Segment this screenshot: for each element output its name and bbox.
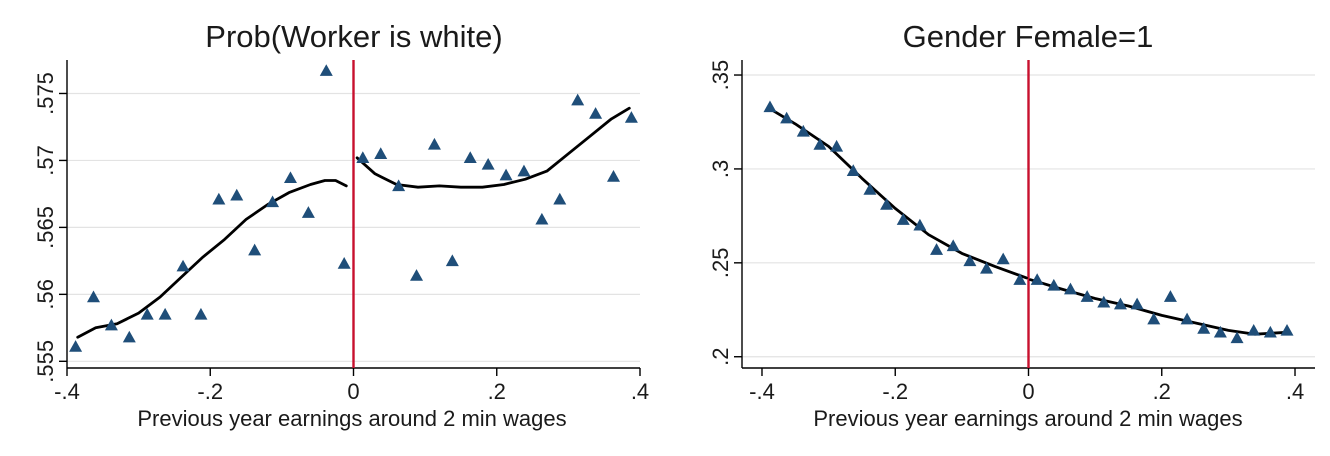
data-point — [1230, 331, 1244, 344]
chart-title: Gender Female=1 — [903, 19, 1154, 54]
data-point — [796, 124, 810, 137]
y-tick-label: .555 — [33, 340, 58, 383]
data-point — [1080, 290, 1094, 302]
data-point — [896, 213, 910, 225]
chart-title: Prob(Worker is white) — [205, 19, 502, 54]
y-tick-label: .2 — [708, 348, 733, 366]
x-tick-label: .4 — [631, 379, 649, 404]
x-axis-label: Previous year earnings around 2 min wage… — [137, 406, 566, 431]
data-point — [374, 147, 388, 159]
x-tick-label: -.2 — [882, 379, 908, 404]
data-point — [481, 157, 495, 170]
data-point — [176, 259, 190, 272]
data-point — [863, 183, 877, 195]
y-tick-label: .35 — [708, 60, 733, 91]
data-point — [996, 252, 1010, 265]
data-point — [356, 151, 370, 163]
data-point — [392, 179, 406, 192]
data-point — [589, 107, 603, 119]
data-point — [517, 164, 531, 177]
data-point — [624, 111, 638, 123]
data-point — [1030, 273, 1044, 285]
y-tick-label: .57 — [33, 145, 58, 176]
x-tick-label: -.2 — [197, 379, 223, 404]
data-point — [1163, 290, 1177, 302]
data-point — [571, 93, 585, 106]
data-point — [69, 340, 83, 352]
x-tick-label: .2 — [1153, 379, 1171, 404]
y-tick-label: .565 — [33, 206, 58, 249]
data-point — [1213, 325, 1227, 338]
data-point — [535, 212, 549, 225]
data-point — [1097, 295, 1111, 308]
x-tick-label: .4 — [1286, 379, 1304, 404]
data-point — [846, 164, 860, 177]
data-point — [463, 151, 477, 163]
data-point — [410, 269, 424, 281]
data-point — [1063, 282, 1077, 295]
data-point — [830, 139, 844, 152]
data-point — [913, 218, 927, 231]
data-point — [427, 137, 441, 150]
data-point — [1263, 325, 1277, 338]
fit-line-left — [76, 179, 348, 339]
chart-panel-left: Prob(Worker is white) Previous year earn… — [33, 19, 649, 431]
data-point — [140, 307, 154, 320]
data-point — [930, 243, 944, 255]
data-point — [880, 198, 894, 210]
data-point — [1147, 312, 1161, 325]
x-tick-label: -.4 — [54, 379, 80, 404]
data-point — [212, 192, 226, 205]
x-tick-label: -.4 — [749, 379, 775, 404]
data-point — [337, 257, 351, 269]
x-tick-label: .2 — [488, 379, 506, 404]
data-point — [301, 206, 315, 218]
data-point — [946, 239, 960, 252]
fit-line-left — [768, 107, 1028, 280]
y-tick-label: .3 — [708, 160, 733, 178]
data-point — [1247, 323, 1261, 336]
data-point — [1280, 323, 1294, 336]
data-point — [445, 254, 459, 267]
data-point — [1013, 273, 1027, 285]
x-axis-label: Previous year earnings around 2 min wage… — [813, 406, 1242, 431]
data-point — [763, 100, 777, 113]
data-point — [230, 188, 244, 201]
data-point — [104, 318, 118, 331]
data-point — [122, 330, 136, 343]
data-point — [780, 111, 794, 124]
data-point — [194, 307, 208, 320]
plot-area: .555 .56 .565 .57 .575 -.4 -.2 0 .2 .4 — [33, 60, 649, 404]
data-point — [1130, 297, 1144, 310]
data-point — [1197, 322, 1211, 334]
data-point — [963, 254, 977, 267]
data-point — [158, 307, 172, 320]
plot-area: .2 .25 .3 .35 -.4 -.2 0 .2 .4 — [708, 60, 1315, 404]
y-tick-label: .56 — [33, 279, 58, 310]
x-tick-label: 0 — [347, 379, 359, 404]
y-tick-label: .575 — [33, 72, 58, 115]
data-point — [813, 138, 827, 150]
data-point — [1113, 297, 1127, 310]
x-tick-label: 0 — [1022, 379, 1034, 404]
data-point — [319, 64, 333, 76]
data-point — [606, 170, 620, 182]
data-point — [1047, 278, 1061, 291]
fit-line-right — [355, 106, 631, 189]
data-point — [553, 192, 567, 205]
data-point — [499, 168, 513, 181]
data-point — [266, 195, 280, 208]
data-point — [87, 290, 101, 303]
data-point — [283, 171, 297, 184]
data-point — [980, 261, 994, 274]
data-point — [248, 243, 262, 256]
data-point — [1180, 312, 1194, 325]
y-tick-label: .25 — [708, 248, 733, 279]
chart-panel-right: Gender Female=1 Previous year earnings a… — [708, 19, 1315, 431]
